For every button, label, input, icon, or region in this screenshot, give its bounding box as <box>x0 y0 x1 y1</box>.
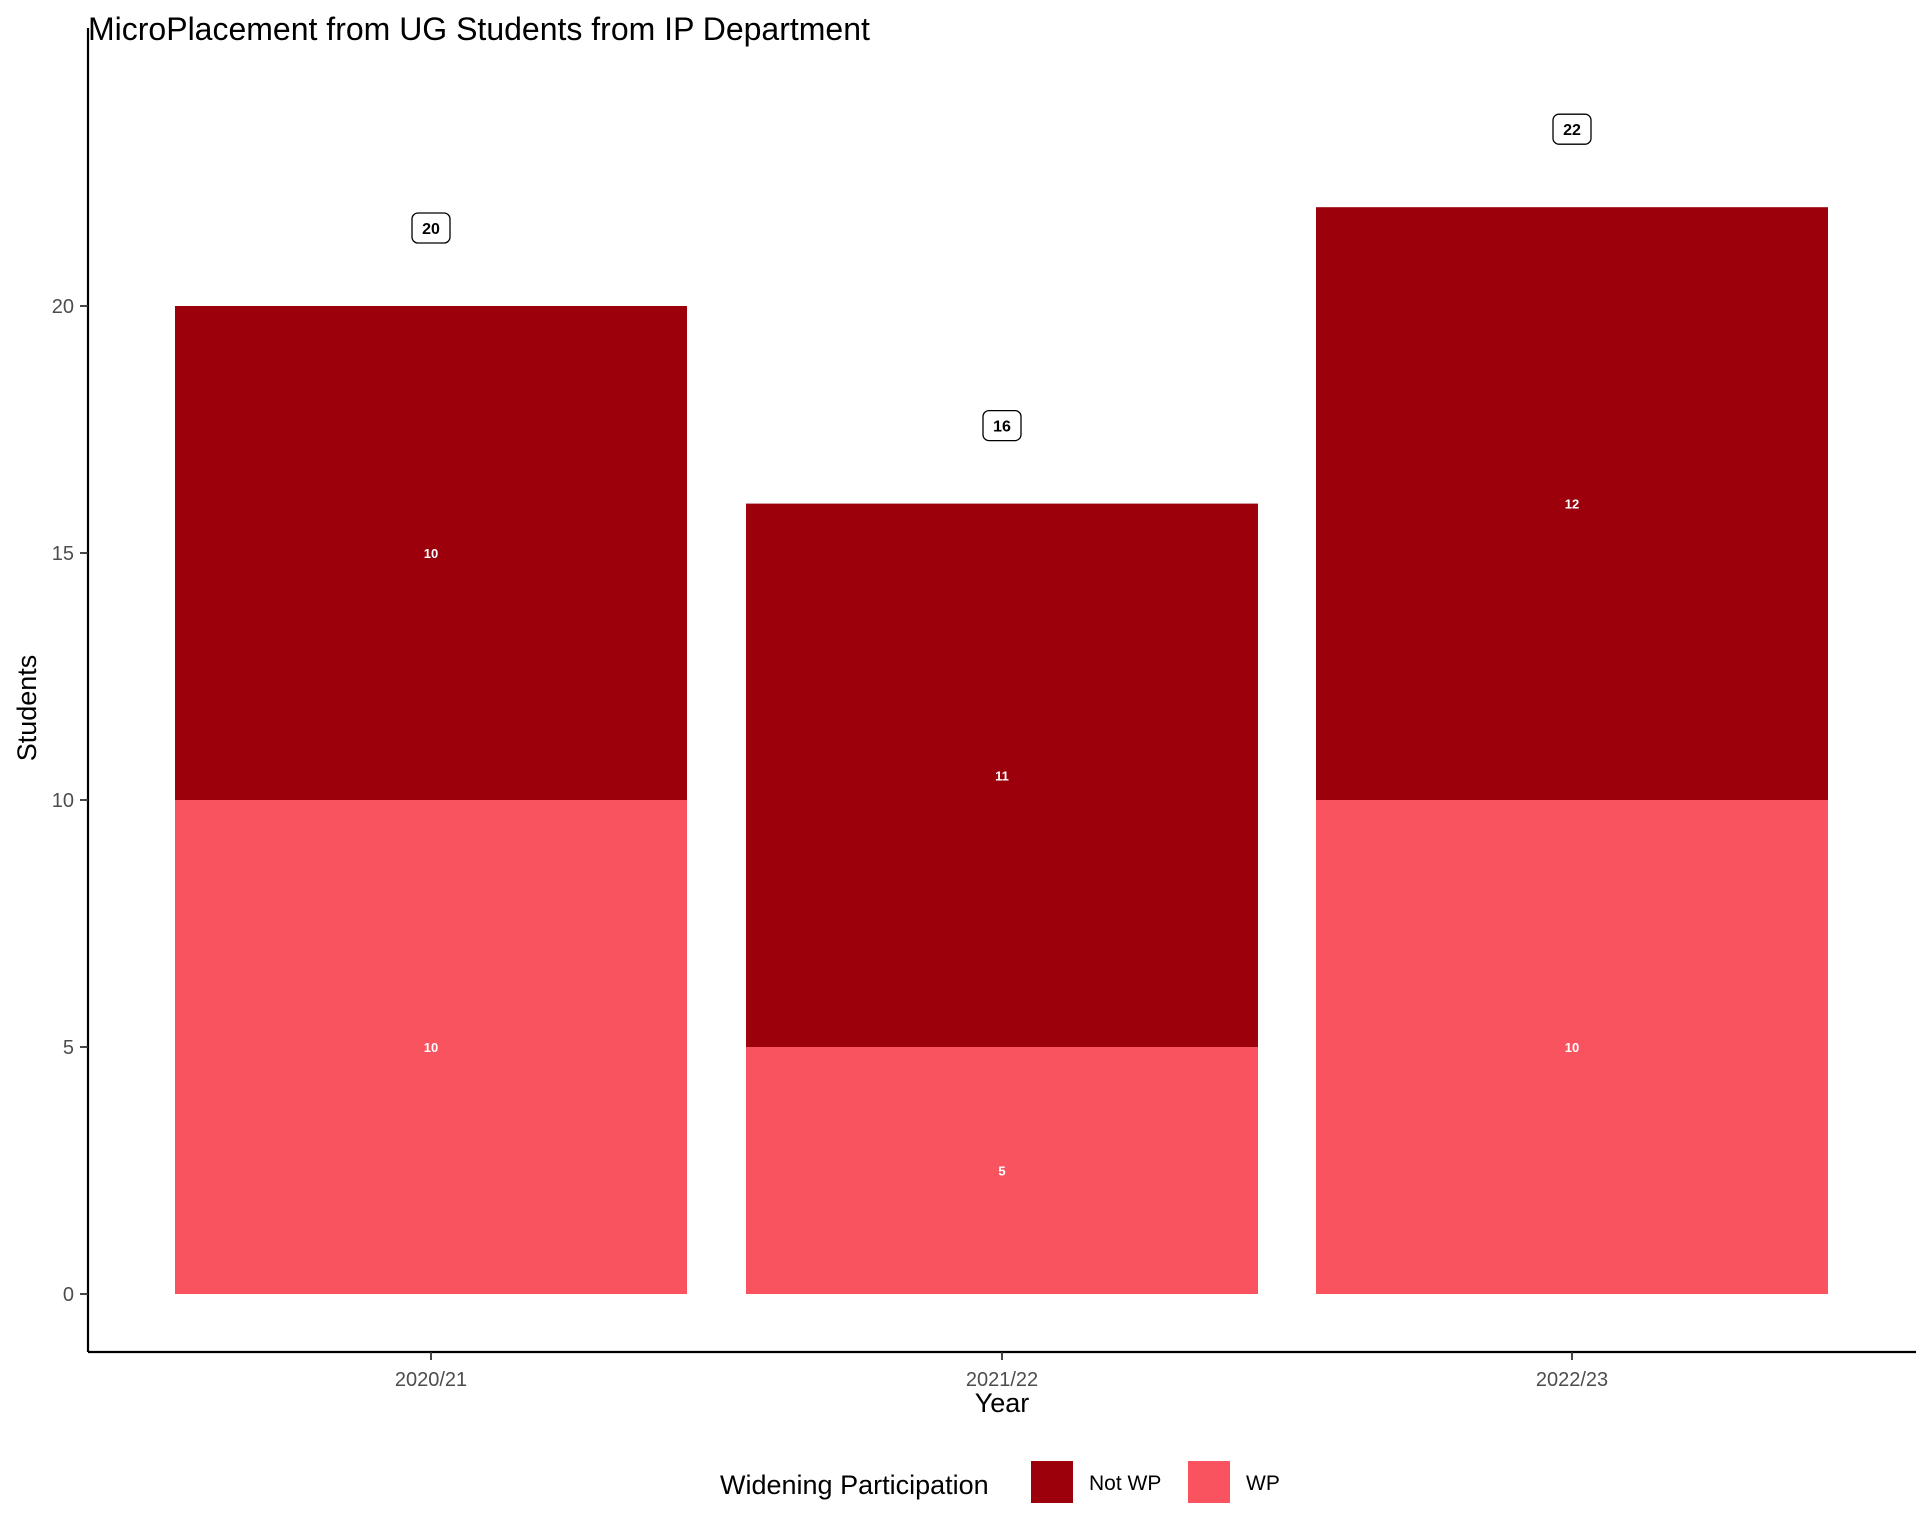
y-tick-label: 20 <box>52 296 74 318</box>
plot-area: 10 10 20 5 11 16 10 12 22 0 5 10 15 20 2020/21 2021/22 2… <box>52 28 1916 1391</box>
y-axis-title: Students <box>12 655 42 762</box>
y-tick-label: 10 <box>52 790 74 812</box>
segment-value-label: 11 <box>995 768 1009 783</box>
bar-segment-wp-1 <box>175 800 687 1294</box>
x-axis-title: Year <box>975 1388 1030 1418</box>
y-tick-label: 0 <box>63 1284 74 1306</box>
total-value-label: 20 <box>422 221 440 238</box>
x-tick-label: 2021/22 <box>966 1369 1038 1391</box>
legend-key-not-wp <box>1031 1461 1073 1503</box>
bar-segment-wp-3 <box>1316 800 1828 1294</box>
legend: Widening Participation Not WP WP <box>720 1461 1280 1503</box>
segment-value-label: 10 <box>424 546 438 561</box>
total-label-box <box>982 409 1022 442</box>
legend-title: Widening Participation <box>720 1470 989 1500</box>
segment-value-label: 10 <box>424 1040 438 1055</box>
y-tick-label: 5 <box>63 1037 74 1059</box>
legend-key-wp <box>1188 1461 1230 1503</box>
x-tick-label: 2022/23 <box>1536 1369 1608 1391</box>
legend-label-not-wp: Not WP <box>1089 1472 1161 1495</box>
y-tick-label: 15 <box>52 543 74 565</box>
total-value-label: 22 <box>1563 122 1581 139</box>
segment-value-label: 12 <box>1565 497 1579 512</box>
segment-value-label: 10 <box>1565 1040 1579 1055</box>
x-tick-label: 2020/21 <box>395 1369 467 1391</box>
segment-value-label: 5 <box>998 1164 1005 1179</box>
total-value-label: 16 <box>993 419 1011 436</box>
chart-title: MicroPlacement from UG Students from IP … <box>88 11 870 47</box>
bar-segment-not-wp-1 <box>175 306 687 800</box>
legend-label-wp: WP <box>1246 1472 1280 1495</box>
total-label-box <box>1552 113 1592 145</box>
bar-segment-wp-2 <box>746 1047 1258 1294</box>
bar-segment-not-wp-3 <box>1316 207 1828 800</box>
total-label-box <box>411 212 451 244</box>
bar-segment-not-wp-2 <box>746 503 1258 1048</box>
